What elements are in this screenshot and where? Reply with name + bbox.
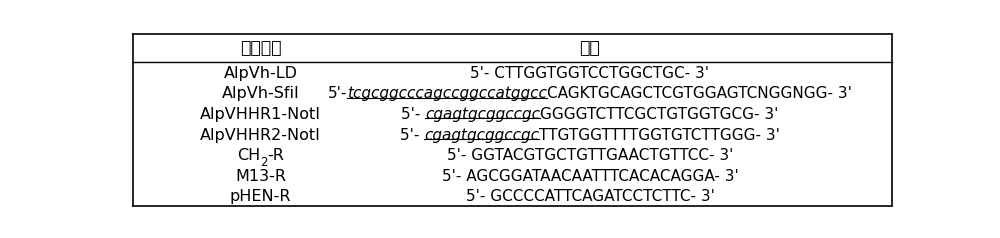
Text: 5'-: 5'- bbox=[328, 86, 347, 101]
Text: TTGTGGTTTTGGTGTCTTGGG- 3': TTGTGGTTTTGGTGTCTTGGG- 3' bbox=[539, 128, 780, 143]
Text: CAGKTGCAGCTCGTGGAGTCNGGNGG- 3': CAGKTGCAGCTCGTGGAGTCNGGNGG- 3' bbox=[547, 86, 852, 101]
Text: AlpVh-LD: AlpVh-LD bbox=[224, 66, 298, 81]
Text: -R: -R bbox=[268, 148, 284, 163]
Text: tcgcggcccagccggccatggcc: tcgcggcccagccggccatggcc bbox=[347, 86, 547, 101]
Text: 5'- CTTGGTGGTCCTGGCTGC- 3': 5'- CTTGGTGGTCCTGGCTGC- 3' bbox=[471, 66, 710, 81]
Text: 5'-: 5'- bbox=[400, 128, 424, 143]
Text: 2: 2 bbox=[260, 156, 268, 169]
Text: M13-R: M13-R bbox=[235, 169, 286, 183]
Text: 序列: 序列 bbox=[580, 39, 600, 57]
Text: cgagtgcggccgc: cgagtgcggccgc bbox=[425, 107, 540, 122]
Text: AlpVHHR2-NotI: AlpVHHR2-NotI bbox=[200, 128, 321, 143]
Text: 5'-: 5'- bbox=[401, 107, 425, 122]
Text: AlpVh-SfiI: AlpVh-SfiI bbox=[222, 86, 300, 101]
Text: cgagtgcggccgc: cgagtgcggccgc bbox=[424, 128, 539, 143]
Text: pHEN-R: pHEN-R bbox=[230, 189, 291, 204]
Text: 5'- AGCGGATAACAATTTCACACAGGA- 3': 5'- AGCGGATAACAATTTCACACAGGA- 3' bbox=[442, 169, 738, 183]
Text: CH: CH bbox=[237, 148, 260, 163]
Text: AlpVHHR1-NotI: AlpVHHR1-NotI bbox=[200, 107, 321, 122]
Text: 引物名称: 引物名称 bbox=[240, 39, 281, 57]
Text: 5'- GCCCCATTCAGATCCTCTTC- 3': 5'- GCCCCATTCAGATCCTCTTC- 3' bbox=[466, 189, 714, 204]
Text: GGGGTCTTCGCTGTGGTGCG- 3': GGGGTCTTCGCTGTGGTGCG- 3' bbox=[540, 107, 779, 122]
Text: 5'- GGTACGTGCTGTTGAACTGTTCC- 3': 5'- GGTACGTGCTGTTGAACTGTTCC- 3' bbox=[447, 148, 733, 163]
